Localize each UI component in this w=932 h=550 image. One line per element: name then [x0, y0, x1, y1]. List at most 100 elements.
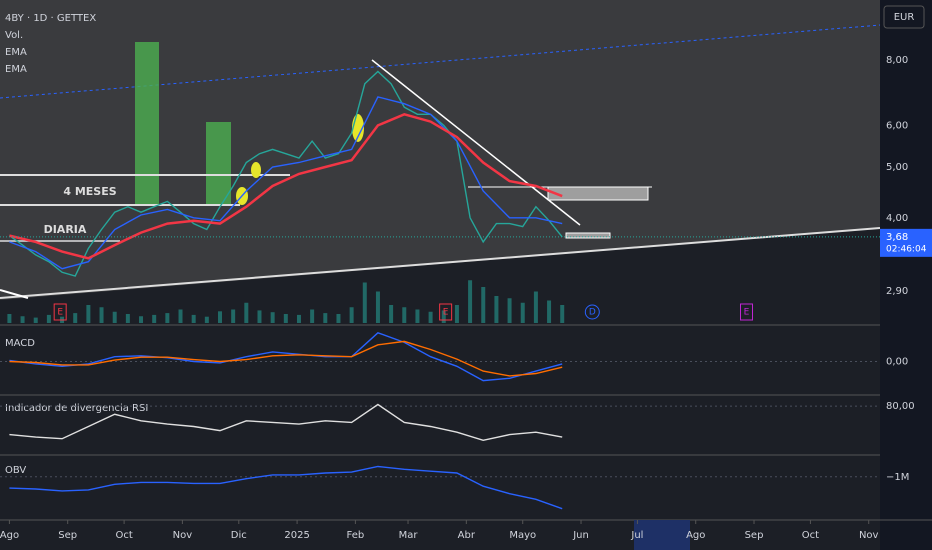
annotation: 4 MESES	[63, 185, 116, 198]
y-tick-label: 0,00	[886, 357, 908, 368]
volume-bar	[218, 311, 222, 323]
volume-bar	[244, 302, 249, 323]
y-tick-label: 2,90	[886, 286, 908, 297]
event-badge	[584, 304, 600, 320]
y-tick-label: 4,00	[886, 213, 908, 224]
trend-line	[0, 289, 29, 299]
event-marker: E	[739, 303, 753, 321]
price-label: 3,68	[886, 232, 908, 243]
x-tick-label: Mayo	[509, 530, 536, 541]
volume-bar	[152, 314, 157, 323]
box-drawing	[547, 186, 649, 201]
price-axis	[880, 0, 932, 550]
x-tick-label: Jul	[630, 530, 643, 541]
pane-title: OBV	[5, 465, 26, 476]
event-badge	[739, 303, 753, 321]
volume-bar	[204, 316, 209, 323]
y-tick-label: 8,00	[886, 55, 908, 66]
volume-bar	[428, 311, 433, 323]
volume-bar	[389, 305, 394, 323]
volume-bar	[336, 314, 341, 323]
x-tick-label: Feb	[347, 530, 365, 541]
series-line	[9, 112, 563, 260]
volume-bar	[323, 313, 328, 323]
x-tick-label: Nov	[859, 530, 879, 541]
volume-bar	[165, 313, 170, 323]
series-line	[9, 403, 563, 442]
series-line	[9, 331, 563, 382]
pane-title: MACD	[5, 338, 35, 349]
trend-line	[371, 59, 581, 226]
volume-bar	[507, 298, 512, 323]
event-marker: E	[439, 303, 453, 321]
annotation: DIARIA	[44, 223, 87, 236]
volume-bar	[20, 316, 25, 323]
volume-bar	[270, 312, 275, 323]
volume-bar	[547, 300, 552, 323]
x-tick-label: Dic	[231, 530, 247, 541]
legend-entry: Vol.	[5, 30, 23, 41]
countdown: 02:46:04	[886, 244, 927, 254]
volume-bar	[283, 314, 288, 323]
volume-bar	[494, 296, 499, 323]
x-tick-label: Nov	[173, 530, 193, 541]
y-tick-label: 80,00	[886, 401, 915, 412]
event-label: E	[443, 308, 449, 318]
volume-bar	[7, 314, 12, 323]
x-tick-label: Ago	[0, 530, 19, 541]
volume-bar	[86, 305, 91, 323]
volume-bar	[520, 302, 525, 323]
volume-bar	[296, 314, 301, 323]
highlight	[251, 162, 261, 178]
x-tick-label: Sep	[58, 530, 77, 541]
volume-bar	[178, 309, 183, 323]
volume-bar	[375, 291, 380, 323]
volume-bar	[441, 310, 446, 323]
currency[interactable]: EUR	[894, 12, 915, 23]
x-tick-label: Mar	[399, 530, 419, 541]
event-label: D	[589, 308, 596, 318]
volume-bar	[481, 287, 486, 323]
volume-bar	[125, 314, 130, 323]
x-tick-label: Sep	[745, 530, 764, 541]
series-line	[9, 465, 563, 510]
trend-line	[0, 227, 881, 299]
volume-bar	[231, 309, 236, 323]
volume-bar	[349, 307, 354, 323]
volume-bar	[73, 313, 78, 323]
x-tick-label: Ago	[686, 530, 705, 541]
box-drawing	[565, 232, 611, 239]
volume-bar	[46, 314, 51, 323]
volume-bar	[454, 305, 459, 323]
time-highlight	[634, 520, 690, 550]
x-tick-label: Oct	[115, 530, 132, 541]
event-marker: E	[53, 303, 67, 321]
volume-bar	[362, 282, 367, 323]
volume-bar	[402, 307, 407, 323]
box-drawing	[206, 122, 231, 205]
volume-bar	[139, 316, 144, 323]
volume-bar	[468, 280, 473, 323]
box-drawing	[135, 42, 159, 205]
volume-bar	[112, 311, 117, 323]
volume-bar	[33, 317, 38, 323]
volume-bar	[310, 309, 315, 323]
volume-bar	[560, 305, 565, 323]
symbol: 4BY · 1D · GETTEX	[5, 13, 96, 24]
x-tick-label: 2025	[284, 530, 309, 541]
event-badge	[53, 303, 67, 321]
shaded-zone	[0, 0, 880, 300]
event-label: E	[744, 308, 750, 318]
event-badge	[439, 303, 453, 321]
pane-title: Indicador de divergencia RSI	[5, 403, 148, 414]
x-tick-label: Jun	[572, 530, 589, 541]
event-marker: D	[584, 304, 600, 320]
y-tick-label: 5,00	[886, 162, 908, 173]
y-tick-label: −1M	[886, 472, 909, 483]
currency-button[interactable]	[883, 5, 925, 29]
volume-bar	[257, 310, 262, 323]
volume-bar	[415, 309, 420, 323]
volume-bar	[533, 291, 538, 323]
volume-bar	[191, 314, 196, 323]
legend-entry: EMA	[5, 47, 27, 58]
